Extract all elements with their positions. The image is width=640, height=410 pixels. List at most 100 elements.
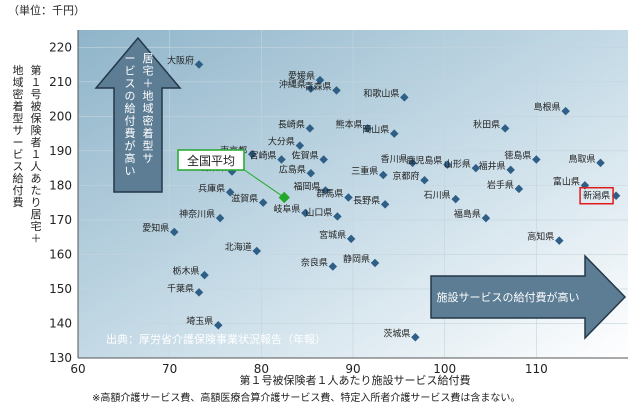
point-label: 香川県 xyxy=(381,154,408,165)
data-point: 福島県 xyxy=(454,208,491,223)
point-marker xyxy=(277,155,286,164)
source-note: 出典：厚労省介護保険事業状況報告（年報） xyxy=(106,332,326,346)
point-label: 岐阜県 xyxy=(273,203,300,215)
right-arrow-label: 施設サービスの給付費が高い xyxy=(437,290,580,304)
point-marker xyxy=(295,141,305,150)
point-marker xyxy=(305,124,315,133)
point-label: 鹿児島県 xyxy=(406,155,442,167)
data-point: 石川県 xyxy=(424,190,460,204)
point-label: 沖縄県 xyxy=(279,79,306,91)
point-marker xyxy=(471,163,481,173)
y-tick-label: 190 xyxy=(49,144,72,158)
national-average-callout: 全国平均 xyxy=(177,149,285,198)
point-marker xyxy=(306,169,316,178)
point-label: 滋賀県 xyxy=(231,193,258,205)
y-tick-label: 130 xyxy=(49,351,72,365)
y-tick-label: 160 xyxy=(49,247,72,261)
point-label: 宮城県 xyxy=(319,229,346,241)
point-label: 鳥取県 xyxy=(568,153,595,165)
data-point: 沖縄県 xyxy=(279,79,316,93)
point-marker xyxy=(506,165,515,175)
point-marker xyxy=(390,129,399,138)
point-label: 富山県 xyxy=(553,175,580,187)
data-point: 青森県 xyxy=(304,80,341,95)
point-label: 奈良県 xyxy=(301,257,328,269)
point-marker xyxy=(214,320,223,330)
data-point: 愛媛県 xyxy=(288,70,325,85)
x-tick-label: 70 xyxy=(162,362,177,376)
niigata-highlight-box xyxy=(579,186,614,205)
data-point: 宮崎県 xyxy=(249,149,286,164)
point-label: 福井県 xyxy=(479,160,506,172)
point-label: 島根県 xyxy=(534,101,561,113)
x-axis-ticks: 60 70 80 90 100 110 xyxy=(70,362,547,376)
point-marker xyxy=(400,93,409,102)
point-label: 高知県 xyxy=(527,231,554,243)
point-marker xyxy=(451,194,460,204)
data-point: 北海道 xyxy=(225,241,261,256)
point-label: 三重県 xyxy=(351,165,378,177)
point-label: 栃木県 xyxy=(172,265,199,277)
data-point: 茨城県 xyxy=(383,327,420,342)
average-label-box xyxy=(177,149,245,171)
point-label: 群馬県 xyxy=(316,187,343,199)
point-label: 岡山県 xyxy=(362,125,389,136)
point-marker xyxy=(252,246,261,256)
point-marker xyxy=(344,193,353,202)
point-marker xyxy=(301,208,310,218)
point-marker xyxy=(258,198,268,207)
point-label: 神奈川県 xyxy=(179,208,215,220)
point-marker xyxy=(346,234,356,244)
point-label: 愛媛県 xyxy=(288,70,315,82)
y-axis-ticks: 130 140 150 160 170 180 190 200 210 220 xyxy=(49,40,72,365)
data-point: 福岡県 xyxy=(293,181,330,195)
point-label: 千葉県 xyxy=(167,282,194,294)
point-marker xyxy=(306,84,316,93)
point-marker xyxy=(370,258,380,268)
point-marker xyxy=(411,333,420,342)
point-label: 石川県 xyxy=(424,190,451,201)
average-leader-line xyxy=(239,166,285,198)
point-marker xyxy=(332,86,341,95)
data-point: 栃木県 xyxy=(172,265,209,280)
point-label: 宮崎県 xyxy=(249,149,276,161)
point-marker xyxy=(225,188,235,197)
point-marker xyxy=(170,227,179,237)
data-point: 長野県 xyxy=(353,195,390,209)
point-label: 青森県 xyxy=(304,80,331,92)
point-marker xyxy=(420,175,429,185)
point-label: 山口県 xyxy=(305,207,332,218)
point-marker xyxy=(481,213,491,223)
point-label: 長崎県 xyxy=(278,118,305,130)
data-point: 長崎県 xyxy=(278,118,315,133)
data-point: 京都府 xyxy=(392,170,429,185)
data-point: 山形県 xyxy=(444,158,481,173)
data-point: 香川県 xyxy=(381,154,417,168)
right-arrow: 施設サービスの給付費が高い xyxy=(430,254,627,340)
y-tick-label: 150 xyxy=(49,282,72,296)
point-label: 大阪府 xyxy=(167,55,194,67)
point-label: 熊本県 xyxy=(336,118,363,130)
point-marker xyxy=(363,124,372,133)
point-marker xyxy=(333,212,342,221)
average-label: 全国平均 xyxy=(187,153,235,168)
y-tick-label: 220 xyxy=(49,40,72,54)
point-marker xyxy=(319,155,328,164)
footnote: ※高額介護サービス費、高額医療合算介護サービス費、特定入所者介護サービス費は含ま… xyxy=(92,391,520,404)
point-label: 大分県 xyxy=(268,136,295,148)
point-marker xyxy=(380,200,390,209)
right-arrow-shape xyxy=(430,254,627,340)
point-marker xyxy=(379,170,388,180)
point-marker xyxy=(321,186,330,195)
data-point: 群馬県 xyxy=(316,187,353,202)
data-point: 熊本県 xyxy=(336,118,372,133)
data-point: 広島県 xyxy=(279,163,316,178)
up-arrow-shape xyxy=(94,36,182,193)
data-point: 静岡県 xyxy=(343,253,380,268)
point-label: 北海道 xyxy=(225,241,252,253)
y-axis-title: 第１号被保険者１人あたり居宅＋地域密着型サービス給付費 xyxy=(13,63,42,245)
data-point: 奈良県 xyxy=(301,257,338,271)
y-tick-label: 140 xyxy=(49,316,72,330)
data-point: 福井県 xyxy=(479,160,515,175)
data-point: 山口県 xyxy=(305,207,342,221)
